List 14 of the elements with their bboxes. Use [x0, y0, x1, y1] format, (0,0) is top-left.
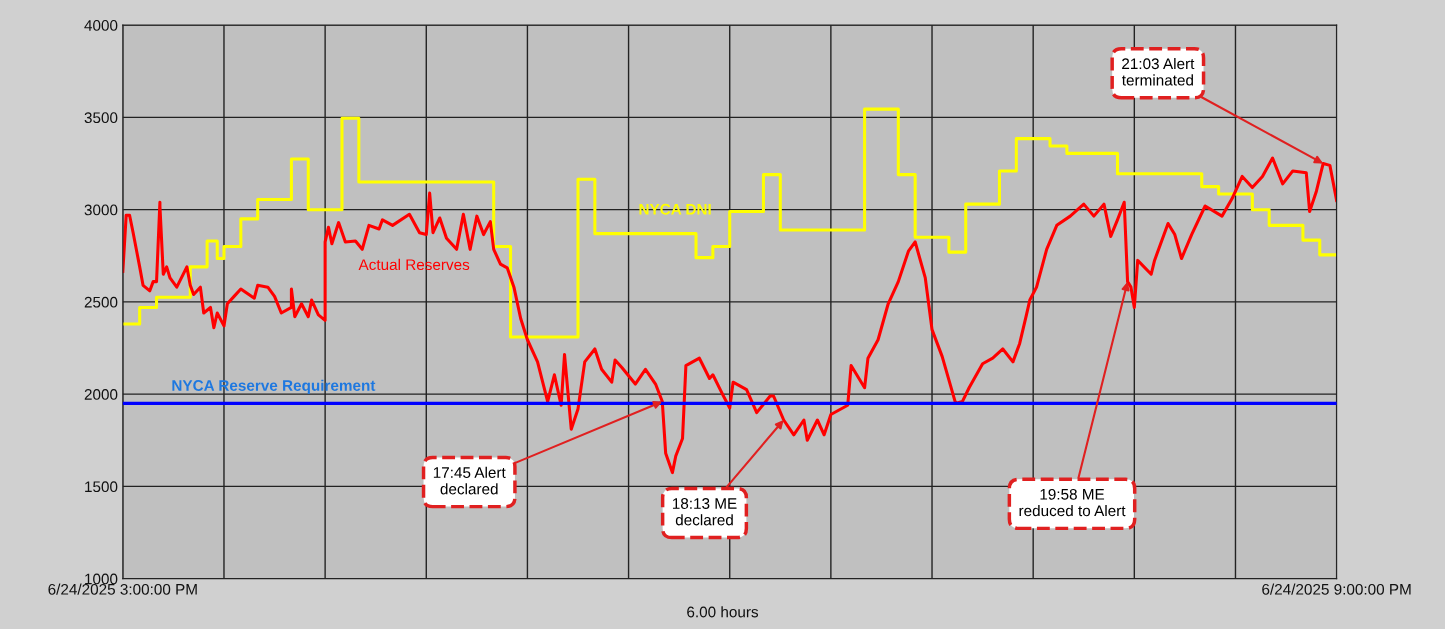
- y-tick-label: 1500: [85, 481, 118, 493]
- y-tick-label: 2000: [84, 389, 118, 400]
- y-tick-label: 4000: [84, 20, 118, 31]
- y-tick-label: 1000: [85, 573, 118, 585]
- annotation: 19:58 ME reduced to Alert: [1019, 488, 1126, 517]
- annotation: 18:13 ME declared: [672, 498, 737, 526]
- x-tick-label: 6/24/2025 9:00:00 PM: [1262, 583, 1411, 595]
- annotation: 17:45 Alert declared: [433, 466, 506, 495]
- y-tick-label: 3000: [84, 204, 118, 216]
- y-tick-label: 2500: [84, 296, 118, 308]
- annotation: 21:03 Alert terminated: [1122, 57, 1195, 86]
- text: 6.00 hours: [687, 606, 759, 618]
- x-tick-label: 6/24/2025 3:00:00 PM: [48, 583, 197, 595]
- y-tick-label: 3500: [84, 112, 118, 124]
